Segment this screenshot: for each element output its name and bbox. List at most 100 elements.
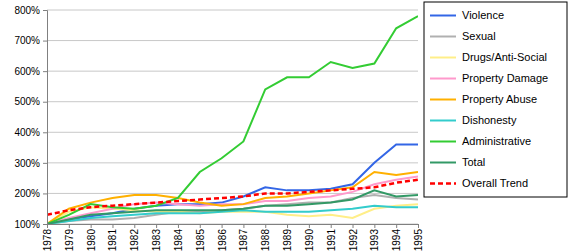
x-tick-label: 1992: [348, 229, 359, 252]
x-tick-mark: [178, 224, 179, 228]
x-tick-label: 1980: [86, 229, 97, 252]
x-tick: 1985: [195, 224, 206, 251]
grid-line: [47, 162, 418, 163]
legend-label: Sexual: [462, 30, 496, 42]
y-tick-label: 700%: [14, 35, 40, 46]
x-tick-label: 1988: [260, 229, 271, 252]
y-tick-mark: [43, 163, 47, 164]
series-line: [47, 180, 418, 215]
grid-line: [47, 132, 418, 133]
x-tick-label: 1991: [326, 229, 337, 252]
grid-line: [47, 71, 418, 72]
y-tick-label: 300%: [14, 158, 40, 169]
y-tick-label: 200%: [14, 188, 40, 199]
legend-box: [424, 2, 567, 197]
x-tick-mark: [156, 224, 157, 228]
y-tick: 800%: [14, 5, 47, 16]
x-tick-label: 1979: [64, 229, 75, 252]
x-tick: 1990: [304, 224, 315, 251]
x-tick: 1980: [86, 224, 97, 251]
y-tick: 700%: [14, 35, 47, 46]
x-tick: 1979: [64, 224, 75, 251]
legend-swatch: [430, 99, 456, 101]
y-tick-mark: [43, 193, 47, 194]
x-tick: 1982: [129, 224, 140, 251]
x-tick-label: 1994: [391, 229, 402, 252]
legend-label: Property Damage: [462, 72, 548, 84]
x-tick-mark: [418, 224, 419, 228]
y-axis-line: [43, 11, 48, 225]
x-tick: 1983: [151, 224, 162, 251]
y-tick: 200%: [14, 188, 47, 199]
x-tick-mark: [112, 224, 113, 228]
x-tick: 1992: [348, 224, 359, 251]
chart: 100% 200% 300% 400% 500% 600% 700% 800% 1978 1979…: [0, 0, 570, 252]
x-tick-label: 1981: [107, 229, 118, 252]
x-tick-mark: [91, 224, 92, 228]
legend-swatch: [430, 78, 456, 80]
legend-label: Administrative: [462, 135, 531, 147]
legend-swatch: [430, 15, 456, 17]
x-tick: 1981: [107, 224, 118, 251]
lines: [47, 16, 418, 224]
x-tick-mark: [396, 224, 397, 228]
x-tick-label: 1985: [195, 229, 206, 252]
y-tick-mark: [43, 224, 47, 225]
legend-label: Overall Trend: [462, 177, 528, 189]
x-tick-label: 1984: [173, 229, 184, 252]
series-line: [47, 145, 418, 224]
x-tick-label: 1978: [42, 229, 53, 252]
x-tick: 1989: [282, 224, 293, 251]
grid-line: [47, 10, 418, 11]
y-axis: 100% 200% 300% 400% 500% 600% 700% 800%: [14, 5, 47, 230]
legend-label: Dishonesty: [462, 114, 517, 126]
x-tick-mark: [374, 224, 375, 228]
x-tick: 1978: [42, 224, 53, 251]
x-tick-label: 1995: [413, 229, 424, 252]
y-tick: 300%: [14, 158, 47, 169]
grid: [47, 10, 418, 224]
x-tick-label: 1987: [238, 229, 249, 252]
series-line: [47, 172, 418, 224]
legend-swatch: [430, 120, 456, 122]
y-tick-mark: [43, 10, 47, 11]
legend-swatch: [430, 162, 456, 164]
legend-label: Property Abuse: [462, 93, 537, 105]
x-tick-mark: [353, 224, 354, 228]
y-tick-label: 600%: [14, 66, 40, 77]
y-tick-mark: [43, 132, 47, 133]
y-tick-mark: [43, 41, 47, 42]
x-tick-label: 1989: [282, 229, 293, 252]
y-tick-label: 500%: [14, 96, 40, 107]
grid-line: [47, 101, 418, 102]
y-tick-label: 400%: [14, 127, 40, 138]
legend-swatch: [430, 36, 456, 38]
y-tick-mark: [43, 102, 47, 103]
legend-swatch: [430, 141, 456, 143]
y-tick-label: 100%: [14, 219, 40, 230]
series-line: [47, 16, 418, 224]
legend-label: Total: [462, 156, 485, 168]
x-tick: 1988: [260, 224, 271, 251]
y-tick: 600%: [14, 66, 47, 77]
x-tick: 1991: [326, 224, 337, 251]
legend-swatch: [430, 57, 456, 59]
x-tick-mark: [287, 224, 288, 228]
x-tick-mark: [331, 224, 332, 228]
legend-swatch: [430, 182, 456, 185]
x-tick-mark: [309, 224, 310, 228]
x-tick-mark: [265, 224, 266, 228]
grid-line: [47, 40, 418, 41]
x-tick-mark: [222, 224, 223, 228]
x-tick-mark: [243, 224, 244, 228]
y-tick: 500%: [14, 96, 47, 107]
x-tick-mark: [134, 224, 135, 228]
x-axis-line: [48, 225, 419, 229]
x-tick: 1993: [369, 224, 380, 251]
y-tick-label: 800%: [14, 5, 40, 16]
x-tick-label: 1986: [217, 229, 228, 252]
y-tick-mark: [43, 71, 47, 72]
legend-label: Violence: [462, 9, 504, 21]
legend: Violence Sexual Drugs/Anti-Social Property …: [424, 2, 567, 197]
legend-label: Drugs/Anti-Social: [462, 51, 547, 63]
